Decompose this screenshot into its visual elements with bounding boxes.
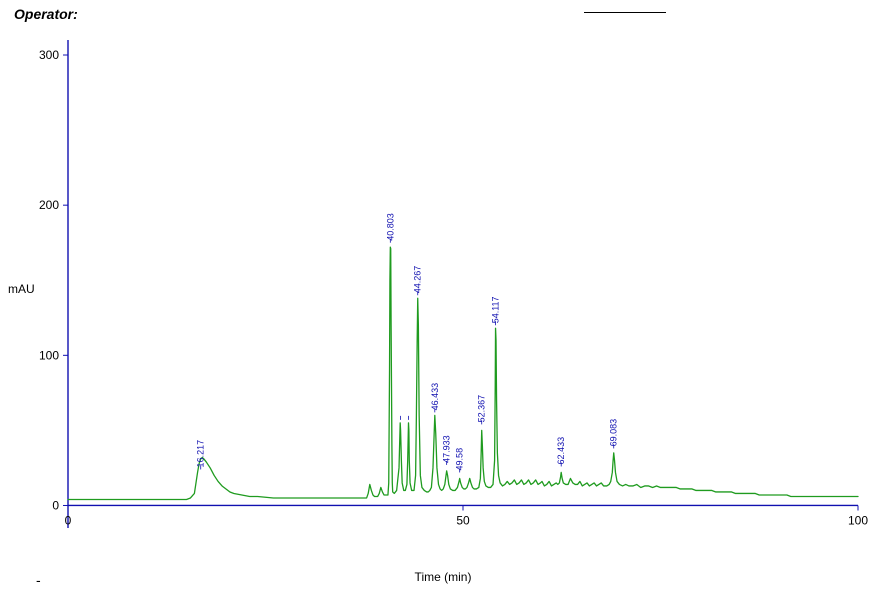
- operator-label: Operator:: [14, 6, 78, 22]
- svg-text:0: 0: [52, 498, 59, 512]
- svg-text:44.267: 44.267: [413, 266, 423, 294]
- svg-text:16.217: 16.217: [196, 440, 206, 468]
- svg-text:52.367: 52.367: [477, 395, 487, 423]
- svg-text:300: 300: [39, 48, 59, 62]
- svg-text:40.803: 40.803: [385, 213, 395, 241]
- plot-svg: 0 100 200 300 0 50 100 16.217 40.803 44.267 46.433…: [28, 30, 868, 560]
- svg-text:50: 50: [456, 513, 470, 527]
- svg-text:47.933: 47.933: [442, 435, 452, 463]
- svg-text:100: 100: [39, 348, 59, 362]
- svg-text:46.433: 46.433: [430, 383, 440, 411]
- chromatogram-plot: 0 100 200 300 0 50 100 16.217 40.803 44.267 46.433…: [28, 30, 868, 560]
- svg-text:100: 100: [848, 513, 868, 527]
- svg-text:69.083: 69.083: [609, 419, 619, 447]
- svg-text:62.433: 62.433: [556, 437, 566, 465]
- svg-text:200: 200: [39, 198, 59, 212]
- header-rule: [584, 12, 666, 13]
- svg-text:54.117: 54.117: [491, 296, 501, 323]
- svg-text:49.58: 49.58: [455, 448, 465, 471]
- x-axis-title: Time (min): [415, 570, 472, 584]
- svg-text:0: 0: [65, 513, 72, 527]
- footer-dash: -: [36, 572, 41, 588]
